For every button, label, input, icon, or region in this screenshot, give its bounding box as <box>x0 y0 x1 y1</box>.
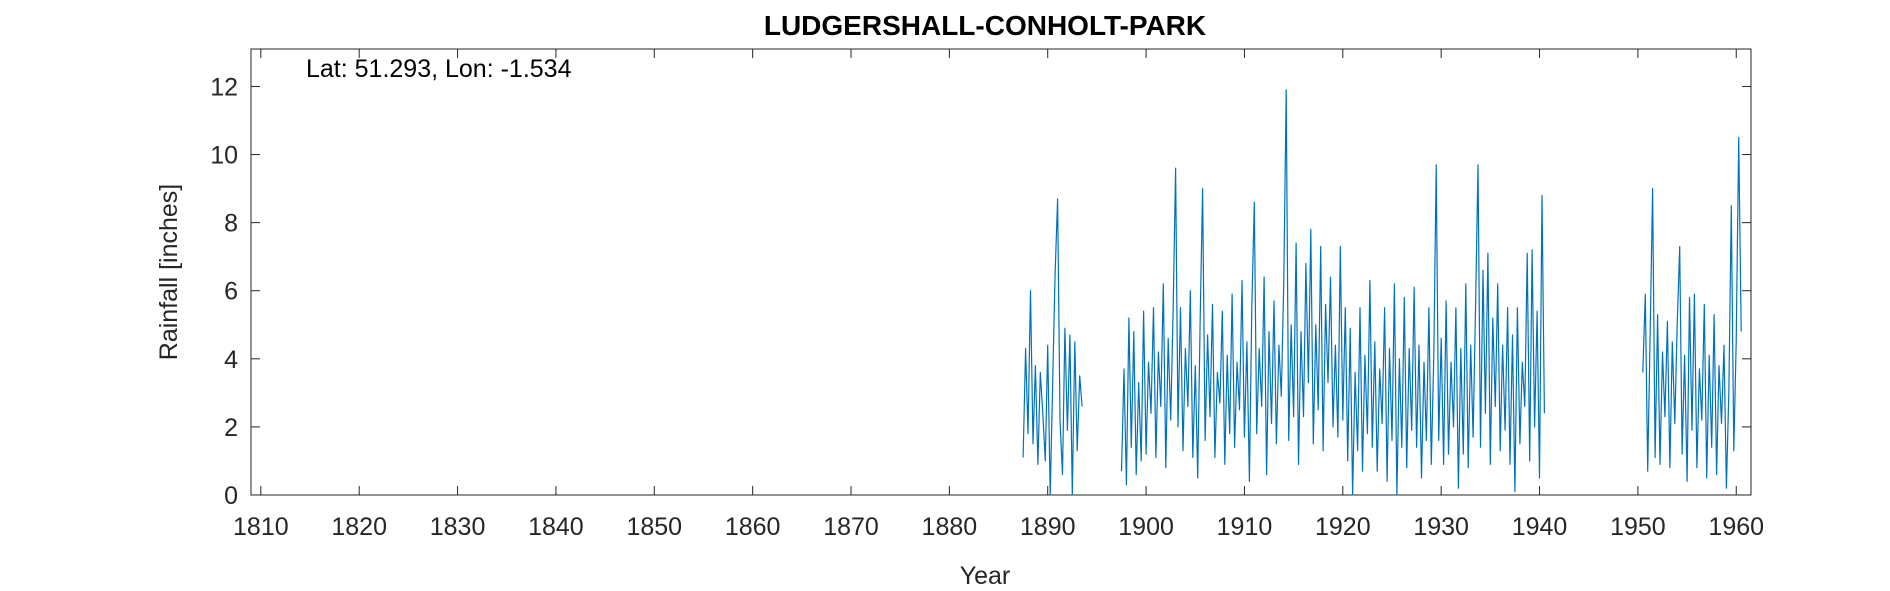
y-tick-label: 6 <box>224 278 238 306</box>
rainfall-series-line <box>1022 198 1083 496</box>
rainfall-series-line <box>1642 136 1742 489</box>
x-tick-label: 1880 <box>922 513 978 541</box>
location-annotation: Lat: 51.293, Lon: -1.534 <box>306 55 572 83</box>
y-tick-label: 12 <box>210 73 238 101</box>
x-axis-label: Year <box>960 562 1011 590</box>
y-axis-label: Rainfall [inches] <box>155 184 183 360</box>
x-tick-label: 1810 <box>233 513 289 541</box>
x-tick-label: 1940 <box>1512 513 1568 541</box>
y-tick-label: 8 <box>224 210 238 238</box>
x-tick-label: 1950 <box>1610 513 1666 541</box>
x-tick-label: 1910 <box>1217 513 1273 541</box>
x-tick-label: 1960 <box>1708 513 1764 541</box>
y-tick-label: 4 <box>224 346 238 374</box>
x-tick-label: 1860 <box>725 513 781 541</box>
series-layer <box>1022 89 1742 496</box>
plot-area <box>250 48 1752 496</box>
x-tick-label: 1890 <box>1020 513 1076 541</box>
y-tick-label: 10 <box>210 142 238 170</box>
x-tick-label: 1830 <box>430 513 486 541</box>
x-tick-label: 1840 <box>528 513 584 541</box>
x-tick-label: 1870 <box>823 513 879 541</box>
x-tick-label: 1820 <box>331 513 387 541</box>
y-tick-label: 2 <box>224 414 238 442</box>
x-tick-label: 1900 <box>1118 513 1174 541</box>
x-tick-label: 1930 <box>1413 513 1469 541</box>
x-tick-label: 1850 <box>626 513 682 541</box>
x-axis: 1810 1820 1830 1840 1850 1860 1870 1880 1890 1900… <box>233 49 1764 541</box>
y-tick-label: 0 <box>224 482 238 510</box>
chart-title: LUDGERSHALL-CONHOLT-PARK <box>764 10 1206 41</box>
rainfall-series-line <box>1120 89 1545 496</box>
y-axis: 0 2 4 6 8 10 12 <box>210 73 1751 510</box>
x-tick-label: 1920 <box>1315 513 1371 541</box>
